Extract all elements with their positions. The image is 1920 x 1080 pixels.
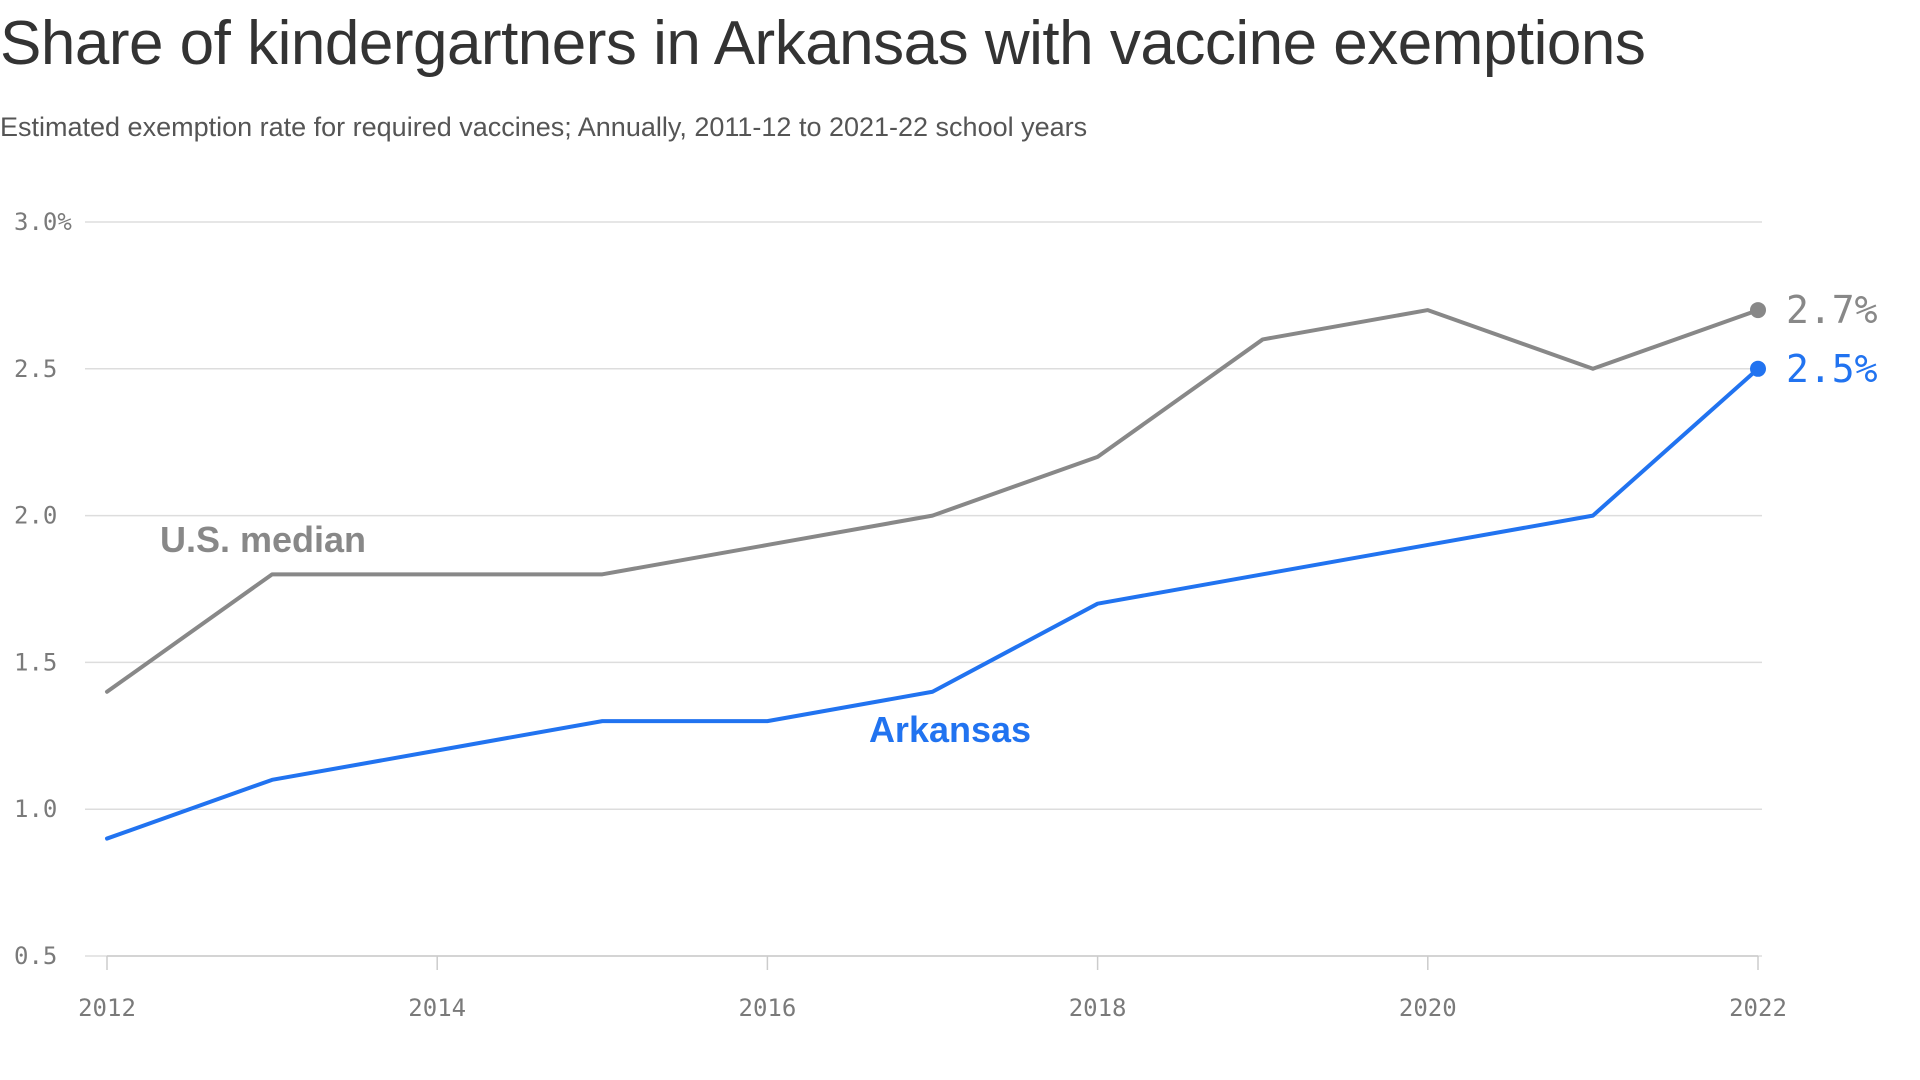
end-value-label: 2.5% (1786, 347, 1878, 391)
y-tick-label: 3.0% (14, 208, 72, 236)
x-tick-label: 2018 (1069, 994, 1127, 1022)
series-name-label: Arkansas (869, 709, 1031, 750)
x-tick-label: 2016 (739, 994, 797, 1022)
labels: 2.7% U.S. median 2.5% Arkansas (160, 288, 1878, 750)
end-value-label: 2.7% (1786, 288, 1878, 332)
y-tick-label: 0.5 (14, 942, 57, 970)
series-lines (105, 302, 1766, 841)
chart-title: Share of kindergartners in Arkansas with… (0, 9, 1646, 78)
end-point-marker (1750, 302, 1766, 319)
chart-subtitle: Estimated exemption rate for required va… (0, 112, 1088, 142)
series-name-label: U.S. median (160, 519, 366, 560)
gridlines (85, 221, 1762, 957)
series-line-arkansas (105, 366, 1760, 841)
y-tick-label: 2.5 (14, 355, 57, 383)
y-tick-label: 1.0 (14, 795, 57, 823)
y-tick-label: 2.0 (14, 502, 57, 530)
end-point-marker (1750, 360, 1766, 377)
x-tick-label: 2014 (408, 994, 466, 1022)
x-tick-label: 2022 (1729, 994, 1787, 1022)
y-tick-label: 1.5 (14, 648, 57, 676)
axes: 3.0% 2.5 2.0 1.5 1.0 0.5 2012 2014 2016 2018 2020 2… (14, 208, 1787, 1022)
x-tick-label: 2020 (1399, 994, 1457, 1022)
x-tick-label: 2012 (78, 994, 136, 1022)
series-line-u-s-median (105, 308, 1760, 694)
